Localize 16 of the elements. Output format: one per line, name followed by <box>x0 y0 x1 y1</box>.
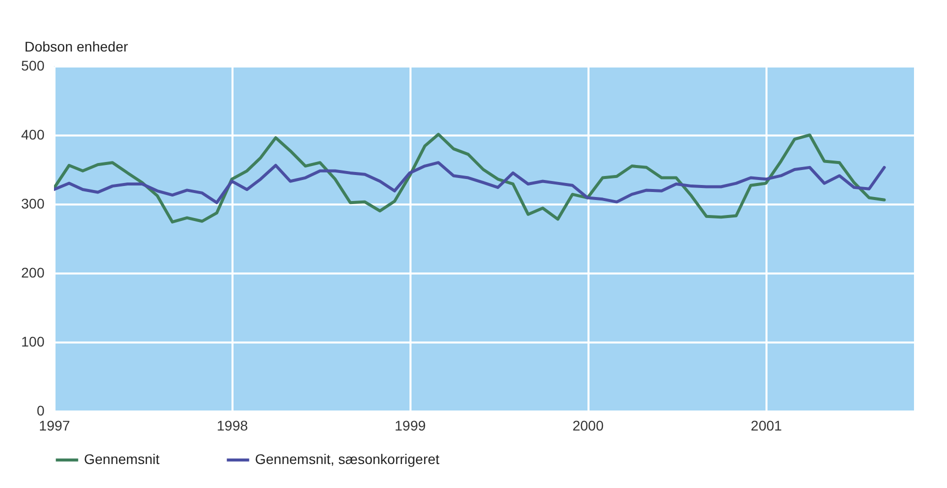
x-tick-label: 2000 <box>572 418 604 434</box>
x-tick-label: 1997 <box>38 418 70 434</box>
y-axis-title: Dobson enheder <box>24 38 128 54</box>
y-tick-label: 500 <box>21 58 45 74</box>
legend-label: Gennemsnit, sæsonkorrigeret <box>255 451 440 467</box>
y-tick-label: 200 <box>21 264 45 280</box>
legend-label: Gennemsnit <box>84 451 160 467</box>
x-tick-label: 1998 <box>216 418 248 434</box>
y-tick-label: 0 <box>36 402 45 418</box>
line-series <box>54 132 886 224</box>
y-tick-label: 100 <box>21 334 45 350</box>
x-tick-label: 1999 <box>394 418 426 434</box>
x-tick-label: 2001 <box>750 418 782 434</box>
y-tick-label: 400 <box>21 126 45 142</box>
y-tick-label: 300 <box>21 196 45 212</box>
line-series <box>54 161 886 204</box>
